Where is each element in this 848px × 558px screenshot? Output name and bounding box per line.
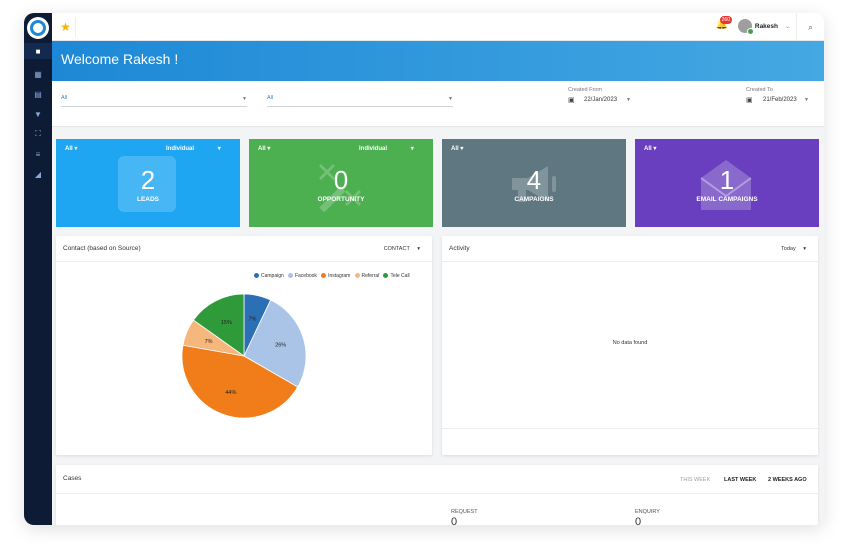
welcome-banner: Welcome Rakesh ! [52, 41, 824, 81]
email-campaigns-count: 1 [719, 165, 735, 195]
chart-legend: Campaign Facebook Instagram Referral Tel… [254, 273, 410, 279]
building-icon[interactable]: ▤ [34, 89, 42, 99]
dashboard-icon[interactable]: ■ [24, 43, 52, 59]
activity-panel-header: Activity Today ▾ [442, 236, 818, 262]
leads-card-icon [118, 156, 176, 212]
source-pie-chart: 7% 26% 44% 7% 15% [181, 293, 307, 419]
filter-select-1[interactable]: All ▼ [61, 95, 247, 107]
caret-down-icon: ▼ [448, 96, 453, 102]
legend-swatch-4 [383, 273, 389, 278]
filter-select-2[interactable]: All ▼ [267, 95, 453, 107]
pie-slice-tele-call[interactable] [192, 293, 245, 357]
contact-panel-header: Contact (based on Source) CONTACT ▾ [56, 236, 432, 262]
search-icon[interactable]: ⌕ [796, 13, 824, 41]
calendar-icon[interactable]: ▣ [568, 97, 575, 104]
grid-icon[interactable]: ▦ [34, 69, 42, 79]
leads-card[interactable]: All ▾ Individual ▾ 2 LEADS [56, 139, 240, 227]
legend-swatch-0 [254, 273, 259, 278]
legend-item[interactable]: Referral [354, 273, 379, 279]
cart-icon[interactable]: ▼ [34, 109, 42, 119]
leads-count: 2 [140, 165, 156, 195]
opportunity-count: 0 [333, 165, 349, 195]
legend-swatch-2 [321, 273, 327, 278]
contact-dropdown[interactable]: CONTACT ▾ [383, 246, 420, 252]
email-campaigns-card[interactable]: All ▾ 1 EMAIL CAMPAIGNS [635, 139, 819, 227]
legend-item[interactable]: Tele Call [383, 273, 410, 279]
campaigns-count: 4 [526, 165, 542, 195]
created-from-label: Created From [568, 87, 602, 93]
created-to-input[interactable]: 21/Feb/2023 [763, 97, 797, 103]
app-window: ■ ▦ ▤ ▼ ⛶ ≡ ◢ ★ 🔔 260 Rakesh ⌄ ⌕ Welcome… [24, 13, 824, 525]
enquiry-count: 0 [635, 516, 642, 525]
filter-bar: All ▼ All ▼ Created From ▣ 22/Jan/2023 ▼… [52, 81, 824, 127]
pie-label-instagram: 44% [225, 390, 236, 396]
filter-select-1-value: All [61, 95, 68, 101]
expand-icon[interactable]: ⛶ [35, 129, 41, 138]
activity-panel-title: Activity [449, 245, 470, 252]
app-logo[interactable] [27, 17, 49, 39]
tab-last-week[interactable]: LAST WEEK [724, 477, 757, 483]
legend-item[interactable]: Campaign [254, 273, 284, 279]
opportunity-scope-select[interactable]: All ▾ [258, 146, 271, 152]
opportunity-card[interactable]: All ▾ Individual ▾ 0 OPPORTUNITY [249, 139, 433, 227]
legend-item[interactable]: Facebook [287, 273, 317, 279]
opportunity-card-icon [311, 156, 369, 213]
request-label: REQUEST [451, 509, 478, 515]
pie-slice-facebook[interactable] [243, 299, 307, 388]
email-campaigns-label: EMAIL CAMPAIGNS [696, 196, 758, 203]
created-to-label: Created To [746, 87, 773, 93]
cases-panel-title: Cases [63, 475, 82, 482]
created-from-input[interactable]: 22/Jan/2023 [584, 97, 618, 103]
opportunity-label: OPPORTUNITY [317, 196, 365, 203]
envelope-icon [697, 156, 755, 212]
contact-panel-title: Contact (based on Source) [63, 245, 141, 252]
contact-panel: Contact (based on Source) CONTACT ▾ Camp… [56, 236, 432, 455]
notification-badge: 260 [719, 16, 732, 24]
filter-select-2-value: All [267, 95, 274, 101]
cases-panel: Cases THIS WEEK LAST WEEK 2 WEEKS AGO RE… [56, 465, 818, 525]
activity-divider [442, 428, 818, 429]
pie-label-facebook: 26% [275, 343, 286, 349]
pie-label-referral: 7% [205, 339, 213, 345]
activity-dropdown[interactable]: Today ▾ [781, 246, 806, 252]
opportunity-owner-select[interactable]: Individual ▾ [359, 146, 414, 152]
cases-panel-header: Cases THIS WEEK LAST WEEK 2 WEEKS AGO [56, 465, 818, 494]
pie-label-campaign: 7% [248, 317, 256, 323]
bell-icon[interactable]: 🔔 [715, 19, 728, 30]
leads-label: LEADS [136, 196, 160, 203]
tab-2-weeks-ago[interactable]: 2 WEEKS AGO [768, 477, 807, 483]
megaphone-icon [504, 156, 562, 212]
activity-empty-text: No data found [612, 340, 648, 346]
leads-scope-select[interactable]: All ▾ [65, 146, 78, 152]
campaigns-card[interactable]: All ▾ 4 CAMPAIGNS [442, 139, 626, 227]
email-campaigns-scope-select[interactable]: All ▾ [644, 146, 657, 152]
caret-down-icon[interactable]: ▼ [626, 97, 631, 103]
legend-item[interactable]: Instagram [321, 273, 350, 279]
list-icon[interactable]: ≡ [35, 149, 41, 159]
caret-down-icon[interactable]: ▼ [804, 97, 809, 103]
tab-this-week[interactable]: THIS WEEK [680, 477, 711, 483]
top-bar: ★ 🔔 260 Rakesh ⌄ ⌕ [52, 13, 824, 41]
legend-swatch-3 [354, 273, 360, 278]
chart-icon[interactable]: ◢ [34, 169, 42, 179]
chevron-down-icon[interactable]: ⌄ [784, 24, 790, 30]
page-title: Welcome Rakesh ! [61, 51, 179, 67]
enquiry-label: ENQUIRY [635, 509, 660, 515]
leads-owner-select[interactable]: Individual ▾ [166, 146, 221, 152]
campaigns-scope-select[interactable]: All ▾ [451, 146, 464, 152]
caret-down-icon: ▼ [242, 96, 247, 102]
sidebar: ■ ▦ ▤ ▼ ⛶ ≡ ◢ [24, 13, 52, 525]
request-count: 0 [451, 516, 458, 525]
legend-swatch-1 [287, 273, 293, 278]
pie-label-tele-call: 15% [221, 320, 232, 326]
online-status-icon [747, 28, 754, 35]
campaigns-label: CAMPAIGNS [514, 196, 554, 203]
pie-slice-instagram[interactable] [181, 344, 299, 419]
favorite-star-icon[interactable]: ★ [56, 17, 76, 37]
activity-panel: Activity Today ▾ No data found [442, 236, 818, 455]
calendar-icon[interactable]: ▣ [746, 97, 753, 104]
user-name[interactable]: Rakesh [754, 23, 778, 30]
